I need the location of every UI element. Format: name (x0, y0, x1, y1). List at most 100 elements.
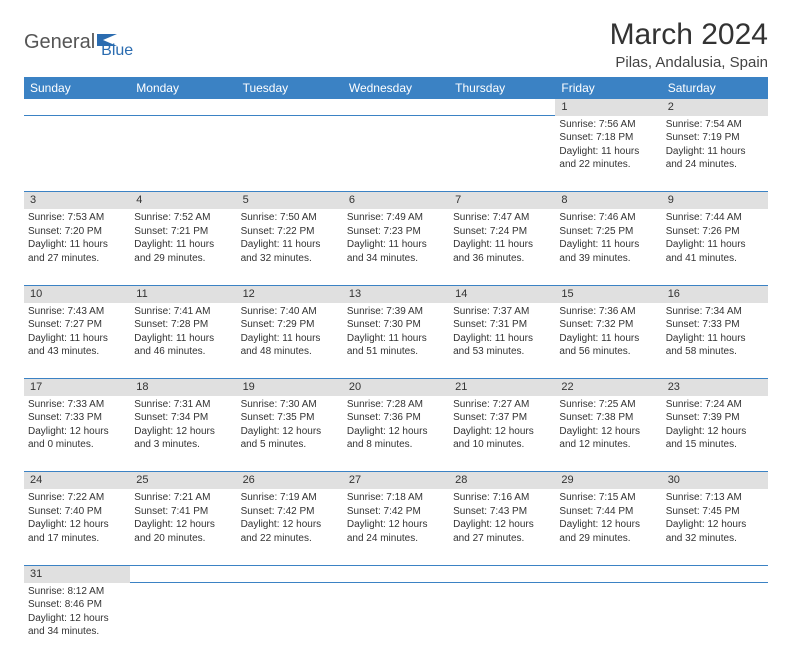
day-sunrise: Sunrise: 7:21 AM (134, 491, 232, 505)
day-day1: Daylight: 12 hours (241, 518, 339, 532)
day-sunset: Sunset: 7:41 PM (134, 505, 232, 519)
day-cell: Sunrise: 7:53 AMSunset: 7:20 PMDaylight:… (24, 209, 130, 285)
day-sunset: Sunset: 8:46 PM (28, 598, 126, 612)
day-cell (237, 583, 343, 659)
day-number: 2 (662, 99, 768, 116)
day-sunrise: Sunrise: 7:30 AM (241, 398, 339, 412)
day-number (130, 565, 236, 582)
day-day2: and 34 minutes. (347, 252, 445, 266)
day-day1: Daylight: 12 hours (453, 518, 551, 532)
day-sunrise: Sunrise: 7:54 AM (666, 118, 764, 132)
day-day2: and 22 minutes. (559, 158, 657, 172)
day-day2: and 39 minutes. (559, 252, 657, 266)
day-day1: Daylight: 11 hours (559, 332, 657, 346)
day-number (343, 565, 449, 582)
day-day2: and 32 minutes. (241, 252, 339, 266)
day-day1: Daylight: 11 hours (347, 238, 445, 252)
day-day2: and 27 minutes. (28, 252, 126, 266)
day-sunset: Sunset: 7:42 PM (347, 505, 445, 519)
day-sunrise: Sunrise: 7:41 AM (134, 305, 232, 319)
day-sunset: Sunset: 7:43 PM (453, 505, 551, 519)
day-sunset: Sunset: 7:26 PM (666, 225, 764, 239)
day-number: 9 (662, 192, 768, 209)
daynum-row: 17181920212223 (24, 379, 768, 396)
day-sunset: Sunset: 7:40 PM (28, 505, 126, 519)
day-cell: Sunrise: 7:21 AMSunset: 7:41 PMDaylight:… (130, 489, 236, 565)
day-cell: Sunrise: 7:56 AMSunset: 7:18 PMDaylight:… (555, 116, 661, 192)
day-day2: and 22 minutes. (241, 532, 339, 546)
weekday-header: Monday (130, 77, 236, 99)
day-day1: Daylight: 12 hours (134, 425, 232, 439)
day-day2: and 53 minutes. (453, 345, 551, 359)
day-number (130, 99, 236, 116)
day-day2: and 0 minutes. (28, 438, 126, 452)
day-cell: Sunrise: 7:31 AMSunset: 7:34 PMDaylight:… (130, 396, 236, 472)
day-sunrise: Sunrise: 7:18 AM (347, 491, 445, 505)
day-cell: Sunrise: 7:43 AMSunset: 7:27 PMDaylight:… (24, 303, 130, 379)
brand-text-general: General (24, 31, 95, 54)
weekday-header: Sunday (24, 77, 130, 99)
day-number: 8 (555, 192, 661, 209)
day-day1: Daylight: 12 hours (666, 518, 764, 532)
day-sunset: Sunset: 7:36 PM (347, 411, 445, 425)
day-day1: Daylight: 11 hours (666, 332, 764, 346)
daynum-row: 12 (24, 99, 768, 116)
day-day2: and 24 minutes. (347, 532, 445, 546)
page-location: Pilas, Andalusia, Spain (610, 54, 768, 71)
week-row: Sunrise: 7:33 AMSunset: 7:33 PMDaylight:… (24, 396, 768, 472)
day-cell: Sunrise: 7:50 AMSunset: 7:22 PMDaylight:… (237, 209, 343, 285)
page-title: March 2024 (610, 18, 768, 52)
day-sunrise: Sunrise: 7:43 AM (28, 305, 126, 319)
weekday-header: Tuesday (237, 77, 343, 99)
day-number (662, 565, 768, 582)
day-day2: and 58 minutes. (666, 345, 764, 359)
day-number: 17 (24, 379, 130, 396)
day-number (555, 565, 661, 582)
day-sunset: Sunset: 7:25 PM (559, 225, 657, 239)
day-day1: Daylight: 12 hours (453, 425, 551, 439)
day-day2: and 12 minutes. (559, 438, 657, 452)
weekday-header-row: Sunday Monday Tuesday Wednesday Thursday… (24, 77, 768, 99)
day-sunrise: Sunrise: 7:44 AM (666, 211, 764, 225)
day-number (449, 99, 555, 116)
day-day1: Daylight: 12 hours (241, 425, 339, 439)
day-sunset: Sunset: 7:31 PM (453, 318, 551, 332)
day-day2: and 27 minutes. (453, 532, 551, 546)
day-number: 29 (555, 472, 661, 489)
day-day2: and 3 minutes. (134, 438, 232, 452)
day-sunset: Sunset: 7:30 PM (347, 318, 445, 332)
day-number: 13 (343, 285, 449, 302)
day-day1: Daylight: 12 hours (28, 612, 126, 626)
day-sunrise: Sunrise: 7:49 AM (347, 211, 445, 225)
day-sunrise: Sunrise: 7:24 AM (666, 398, 764, 412)
day-number: 31 (24, 565, 130, 582)
day-number: 5 (237, 192, 343, 209)
day-cell: Sunrise: 7:13 AMSunset: 7:45 PMDaylight:… (662, 489, 768, 565)
weekday-header: Saturday (662, 77, 768, 99)
day-day1: Daylight: 11 hours (241, 238, 339, 252)
day-sunset: Sunset: 7:27 PM (28, 318, 126, 332)
day-sunset: Sunset: 7:20 PM (28, 225, 126, 239)
calendar-table: Sunday Monday Tuesday Wednesday Thursday… (24, 77, 768, 659)
day-cell: Sunrise: 7:16 AMSunset: 7:43 PMDaylight:… (449, 489, 555, 565)
week-row: Sunrise: 7:43 AMSunset: 7:27 PM Daylight:… (24, 303, 768, 379)
day-cell: Sunrise: 7:34 AMSunset: 7:33 PMDaylight:… (662, 303, 768, 379)
day-cell (449, 583, 555, 659)
day-number: 28 (449, 472, 555, 489)
day-cell: Sunrise: 7:22 AMSunset: 7:40 PMDaylight:… (24, 489, 130, 565)
day-sunrise: Sunrise: 7:53 AM (28, 211, 126, 225)
day-sunrise: Sunrise: 7:22 AM (28, 491, 126, 505)
week-row: Sunrise: 7:22 AMSunset: 7:40 PM Daylight:… (24, 489, 768, 565)
day-day1: Daylight: 11 hours (134, 332, 232, 346)
day-number (343, 99, 449, 116)
day-cell: Sunrise: 7:28 AMSunset: 7:36 PMDaylight:… (343, 396, 449, 472)
day-day1: Daylight: 11 hours (134, 238, 232, 252)
day-day2: and 20 minutes. (134, 532, 232, 546)
day-cell (237, 116, 343, 192)
day-sunrise: Sunrise: 7:37 AM (453, 305, 551, 319)
day-sunrise: Sunrise: 7:15 AM (559, 491, 657, 505)
header: General Blue March 2024 Pilas, Andalusia… (24, 18, 768, 71)
day-sunset: Sunset: 7:45 PM (666, 505, 764, 519)
day-number: 26 (237, 472, 343, 489)
day-sunset: Sunset: 7:39 PM (666, 411, 764, 425)
